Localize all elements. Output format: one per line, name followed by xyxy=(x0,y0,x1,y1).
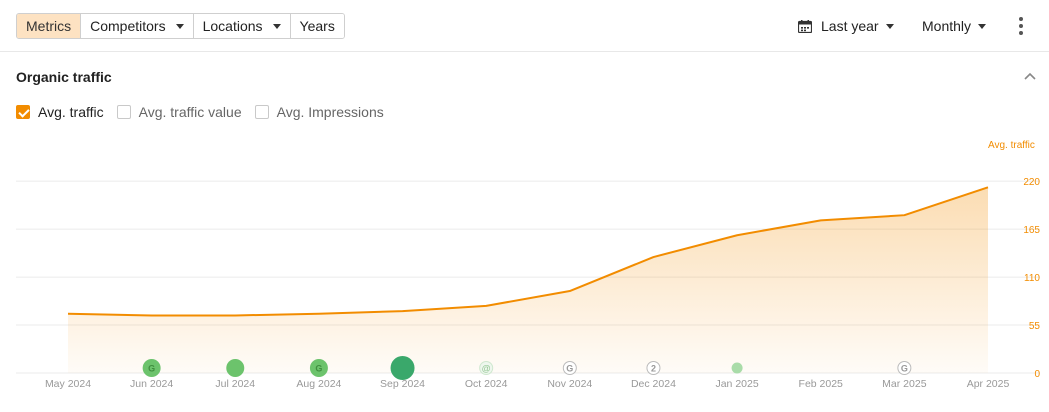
metric-checkboxes: Avg. traffic Avg. traffic value Avg. Imp… xyxy=(16,103,397,121)
event-marker-icon xyxy=(479,361,494,375)
event-marker-label: G xyxy=(148,364,155,374)
x-tick-label: Apr 2025 xyxy=(967,378,1010,390)
event-marker-label: G xyxy=(315,364,322,374)
more-options-icon[interactable] xyxy=(1017,16,1025,36)
x-tick-label: Aug 2024 xyxy=(296,378,341,390)
event-marker-label: @ xyxy=(482,364,491,374)
tab-metrics-label: Metrics xyxy=(26,18,72,34)
series-line xyxy=(67,186,989,317)
event-marker-label: 2 xyxy=(651,364,656,374)
checkbox-checked-icon xyxy=(16,105,30,119)
x-tick-label: Nov 2024 xyxy=(547,378,592,390)
series-area xyxy=(68,187,988,373)
checkbox-avg-traffic-value-label: Avg. traffic value xyxy=(138,104,242,120)
event-marker-icon xyxy=(731,362,743,374)
tab-years[interactable]: Years xyxy=(290,14,344,38)
event-marker-icon xyxy=(309,359,328,377)
checkbox-unchecked-icon xyxy=(116,105,131,119)
event-marker-icon xyxy=(226,359,245,377)
checkbox-avg-traffic[interactable]: Avg. traffic xyxy=(16,104,104,120)
x-tick-label: May 2024 xyxy=(45,378,91,390)
chevron-down-icon xyxy=(885,23,894,29)
x-tick-label: Jun 2024 xyxy=(130,378,173,390)
y-tick-label: 165 xyxy=(1023,225,1040,236)
chevron-up-icon[interactable] xyxy=(1023,71,1037,81)
x-tick-label: Jan 2025 xyxy=(715,378,758,390)
chevron-down-icon xyxy=(175,23,184,29)
event-marker-icon xyxy=(142,359,161,377)
x-tick-label: Sep 2024 xyxy=(380,378,425,390)
checkbox-avg-traffic-value[interactable]: Avg. traffic value xyxy=(116,104,242,120)
tab-competitors-label: Competitors xyxy=(90,18,166,34)
tab-years-label: Years xyxy=(299,18,335,34)
traffic-chart: Avg. traffic G G @ G 2 G May 2024 Jun 2024 Jul … xyxy=(0,130,1049,412)
y-tick-label: 0 xyxy=(1034,369,1040,380)
y-tick-label: 55 xyxy=(1029,321,1041,332)
x-tick-label: Jul 2024 xyxy=(215,378,255,390)
x-tick-label: Dec 2024 xyxy=(631,378,676,390)
checkbox-avg-traffic-label: Avg. traffic xyxy=(38,104,104,120)
event-marker-icon xyxy=(562,361,577,375)
tab-metrics[interactable]: Metrics xyxy=(17,14,82,38)
y-tick-label: 110 xyxy=(1024,273,1040,284)
tab-locations[interactable]: Locations xyxy=(193,14,291,38)
x-tick-label: Oct 2024 xyxy=(465,378,508,390)
checkbox-avg-impressions-label: Avg. Impressions xyxy=(276,104,384,120)
chart-canvas: G G @ G 2 G May 2024 Jun 2024 Jul 2024 Aug 2024 S… xyxy=(16,177,1041,390)
x-tick-label: Feb 2025 xyxy=(799,378,844,390)
checkbox-unchecked-icon xyxy=(254,105,269,119)
toolbar: Metrics Competitors Locations Years Last… xyxy=(0,0,1049,52)
event-marker-icon xyxy=(646,361,661,375)
chevron-down-icon xyxy=(978,23,987,29)
event-marker-label: G xyxy=(566,364,573,374)
granularity-dropdown[interactable]: Monthly xyxy=(922,16,987,36)
x-tick-label: Mar 2025 xyxy=(882,378,927,390)
period-dropdown[interactable]: Last year xyxy=(798,16,894,36)
event-marker-icon xyxy=(390,356,415,380)
checkbox-avg-impressions[interactable]: Avg. Impressions xyxy=(254,104,384,120)
view-segmented-control: Metrics Competitors Locations Years xyxy=(16,13,345,39)
granularity-label: Monthly xyxy=(922,18,972,34)
period-label: Last year xyxy=(821,18,879,34)
y-axis-title: Avg. traffic xyxy=(988,140,1035,151)
y-tick-label: 220 xyxy=(1023,177,1040,188)
tab-competitors[interactable]: Competitors xyxy=(81,14,194,38)
event-marker-label: G xyxy=(901,364,908,374)
section-title: Organic traffic xyxy=(16,69,112,85)
calendar-icon xyxy=(798,19,812,33)
tab-locations-label: Locations xyxy=(202,18,263,34)
chevron-down-icon xyxy=(272,23,281,29)
event-marker-icon xyxy=(897,361,912,375)
